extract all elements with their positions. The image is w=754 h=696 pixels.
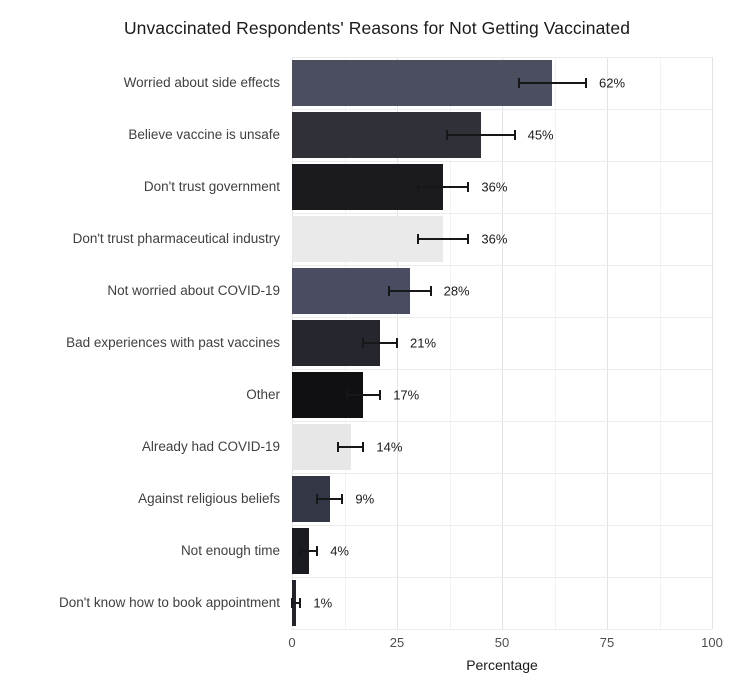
error-bar xyxy=(346,394,381,396)
error-bar xyxy=(338,446,364,448)
error-bar xyxy=(300,550,318,552)
gridline-horizontal xyxy=(292,161,712,162)
error-bar xyxy=(388,290,431,292)
category-label: Against religious beliefs xyxy=(138,491,280,507)
category-label: Don't know how to book appointment xyxy=(59,595,280,611)
bar-row: 14% xyxy=(292,421,712,473)
error-bar-cap-upper xyxy=(379,390,382,400)
value-label: 14% xyxy=(376,439,403,455)
value-label: 28% xyxy=(443,283,470,299)
chart-title: Unvaccinated Respondents' Reasons for No… xyxy=(123,18,631,38)
bar-row: 1% xyxy=(291,577,712,629)
bar-row: 62% xyxy=(292,57,712,109)
error-bar xyxy=(317,498,343,500)
value-label: 4% xyxy=(330,543,349,559)
category-label: Don't trust pharmaceutical industry xyxy=(72,231,280,247)
error-bar-cap-lower xyxy=(299,546,302,556)
gridline-vertical-minor xyxy=(554,57,556,629)
bar xyxy=(292,60,553,106)
error-bar-cap-lower xyxy=(417,182,419,192)
gridline-horizontal xyxy=(292,473,712,474)
value-label: 45% xyxy=(527,127,554,143)
error-bar-cap-lower xyxy=(337,442,340,452)
x-axis: 0 25 50 75 100 xyxy=(288,629,722,653)
gridline-horizontal xyxy=(292,57,712,58)
error-bar xyxy=(418,238,469,240)
value-label: 36% xyxy=(481,179,508,195)
gridline-horizontal xyxy=(292,629,712,630)
error-bar xyxy=(447,134,515,136)
error-bar-cap-lower xyxy=(362,338,365,348)
error-bar-cap-upper xyxy=(429,286,432,296)
error-bar-cap-lower xyxy=(417,234,419,244)
gridline-vertical-minor xyxy=(659,57,661,629)
bar-chart: Worried about side effects Believe vaccin… xyxy=(0,57,754,630)
error-bar xyxy=(363,342,397,344)
category-label: Believe vaccine is unsafe xyxy=(128,127,280,143)
gridline-horizontal xyxy=(292,213,712,214)
category-label: Don't trust government xyxy=(143,179,280,195)
gridline-vertical-minor xyxy=(449,57,451,629)
error-bar-cap-lower xyxy=(316,494,319,504)
error-bar xyxy=(292,602,301,604)
bar-row: 45% xyxy=(292,109,712,161)
category-label: Bad experiences with past vaccines xyxy=(66,335,280,351)
bar-row: 28% xyxy=(292,265,712,317)
error-bar xyxy=(418,186,469,188)
category-label: Worried about side effects xyxy=(123,75,280,91)
error-bar-cap-lower xyxy=(291,598,293,608)
value-label: 62% xyxy=(599,75,626,91)
gridline-horizontal xyxy=(292,369,712,370)
error-bar xyxy=(518,82,586,84)
plot-panel: 62% 45% 36% 36% 28% 21% 17% 14% 9% 4% 1% xyxy=(291,57,713,630)
gridline-horizontal xyxy=(292,317,712,318)
bar-row: 17% xyxy=(292,369,712,421)
gridline-vertical-major xyxy=(607,57,608,629)
error-bar-cap-upper xyxy=(467,182,470,192)
gridline-horizontal xyxy=(292,421,712,422)
bar-row: 4% xyxy=(292,525,712,577)
error-bar-cap-lower xyxy=(387,286,390,296)
x-tick-label: 25 xyxy=(389,635,405,650)
bar-row: 36% xyxy=(292,213,712,265)
gridline-vertical-major xyxy=(712,57,713,629)
gridline-horizontal xyxy=(292,109,712,110)
bar-row: 9% xyxy=(292,473,712,525)
error-bar-cap-lower xyxy=(446,130,449,140)
x-axis-label: Percentage xyxy=(466,657,538,673)
error-bar-cap-upper xyxy=(299,598,302,608)
category-label: Not enough time xyxy=(180,543,280,559)
error-bar-cap-lower xyxy=(345,390,348,400)
gridline-horizontal xyxy=(292,265,712,266)
gridline-vertical-major xyxy=(502,57,503,629)
error-bar-cap-upper xyxy=(362,442,365,452)
x-tick-label: 0 xyxy=(288,635,296,650)
error-bar-cap-upper xyxy=(341,494,344,504)
bar-row: 21% xyxy=(292,317,712,369)
category-label: Already had COVID-19 xyxy=(141,439,280,455)
gridline-horizontal xyxy=(292,577,712,578)
error-bar-cap-upper xyxy=(467,234,470,244)
category-label: Not worried about COVID-19 xyxy=(107,283,280,299)
value-label: 21% xyxy=(410,335,437,351)
value-label: 1% xyxy=(313,595,333,611)
value-label: 17% xyxy=(393,387,420,403)
error-bar-cap-upper xyxy=(316,546,319,556)
category-label: Other xyxy=(246,387,280,403)
category-axis: Worried about side effects Believe vaccin… xyxy=(0,57,292,629)
error-bar-cap-upper xyxy=(585,78,587,88)
error-bar-cap-upper xyxy=(396,338,398,348)
x-tick-label: 50 xyxy=(494,635,510,650)
x-tick-label: 100 xyxy=(701,635,723,650)
bar-row: 36% xyxy=(292,161,712,213)
value-label: 9% xyxy=(355,491,375,507)
value-label: 36% xyxy=(481,231,508,247)
gridline-horizontal xyxy=(292,525,712,526)
error-bar-cap-upper xyxy=(513,130,516,140)
x-tick-label: 75 xyxy=(599,635,615,650)
error-bar-cap-lower xyxy=(517,78,520,88)
